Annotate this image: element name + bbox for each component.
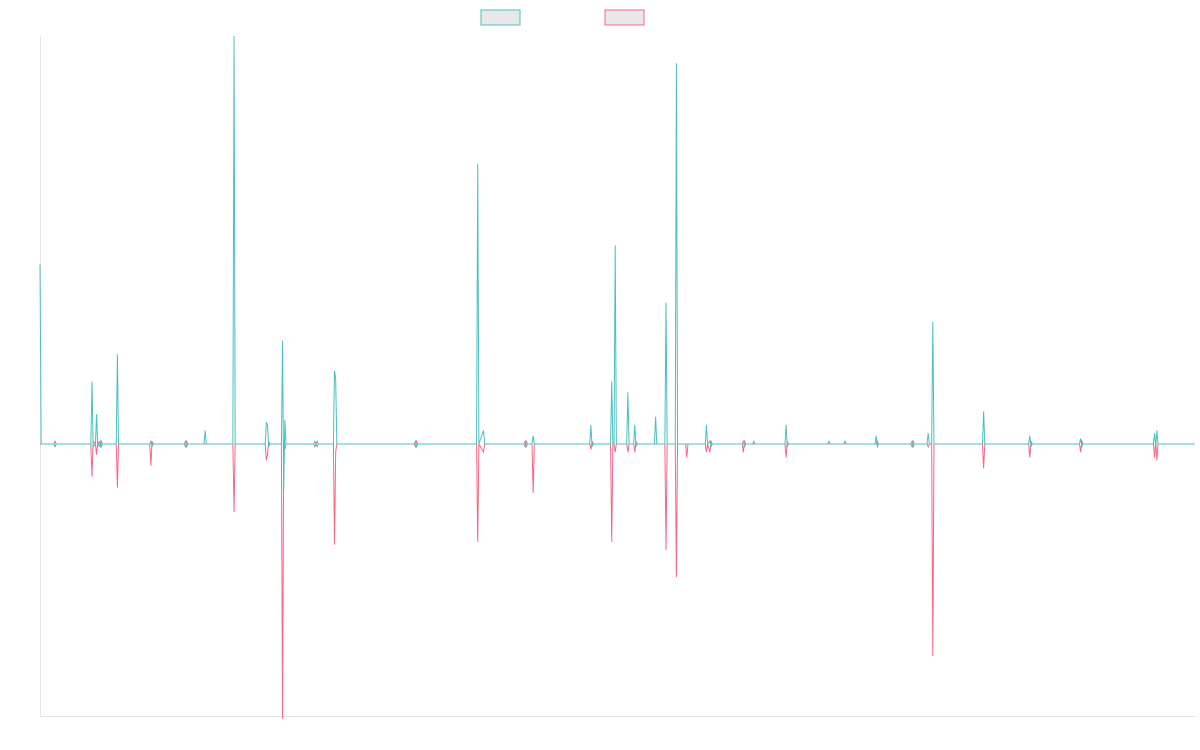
legend	[480, 9, 645, 26]
series-b-line	[40, 439, 1195, 719]
series-layer	[39, 35, 1195, 719]
legend-item-series-b[interactable]	[604, 9, 645, 26]
legend-swatch-series-b	[604, 9, 645, 26]
series-a-line	[39, 35, 1195, 491]
legend-item-series-a[interactable]	[480, 9, 521, 26]
legend-swatch-series-a	[480, 9, 521, 26]
